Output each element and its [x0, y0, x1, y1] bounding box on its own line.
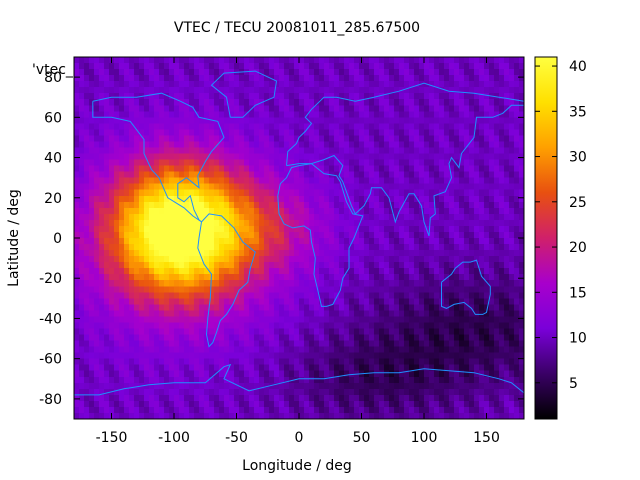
australia-coast — [441, 259, 491, 315]
x-tick-label: 50 — [353, 430, 371, 446]
series-label: 'vtec_ — [32, 62, 74, 78]
coastlines — [74, 70, 525, 396]
colorbar-tick-label: 40 — [569, 59, 587, 75]
colorbar-gradient — [534, 56, 558, 420]
vtec-heatmap — [74, 57, 524, 419]
chart-title: VTEC / TECU 20081011_285.67500 — [174, 20, 420, 36]
colorbar-tick-label: 20 — [569, 240, 587, 256]
x-tick-label: -50 — [225, 430, 248, 446]
colorbar-tick-label: 5 — [569, 376, 578, 392]
heatmap-plot: -150 -100 -50 0 50 100 150 -80 -60 -40 -20 0 20 40 60… — [32, 56, 525, 446]
y-tick-label: 40 — [44, 151, 62, 167]
y-tick-label: -60 — [39, 352, 62, 368]
y-tick-label: 20 — [44, 191, 62, 207]
north-america-coast — [92, 92, 225, 223]
colorbar-tick-label: 10 — [569, 331, 587, 347]
y-tick-label: 60 — [44, 110, 62, 126]
antarctica-coast — [74, 363, 525, 396]
europe-asia-south-coast — [286, 104, 524, 237]
y-tick-label: 0 — [53, 231, 62, 247]
colorbar-tick-label: 15 — [569, 285, 587, 301]
colorbar-tick-label: 25 — [569, 195, 587, 211]
x-axis-ticks: -150 -100 -50 0 50 100 150 — [96, 57, 500, 446]
x-tick-label: 100 — [411, 430, 438, 446]
south-america-coast — [197, 213, 256, 348]
x-tick-label: -100 — [158, 430, 190, 446]
x-tick-label: 150 — [473, 430, 500, 446]
y-tick-label: 80 — [44, 70, 62, 86]
colorbar: 5 10 15 20 25 30 35 40 — [534, 56, 587, 420]
colorbar-tick-label: 30 — [569, 150, 587, 166]
x-axis-label: Longitude / deg — [242, 458, 352, 474]
x-tick-label: 0 — [295, 430, 304, 446]
y-tick-label: -80 — [39, 392, 62, 408]
africa-coast — [277, 163, 364, 307]
colorbar-ticks: 5 10 15 20 25 30 35 40 — [535, 59, 587, 392]
y-axis-ticks: -80 -60 -40 -20 0 20 40 60 80 — [39, 70, 524, 408]
y-tick-label: -40 — [39, 311, 62, 327]
y-tick-label: -20 — [39, 271, 62, 287]
greenland-coast — [210, 70, 278, 118]
x-tick-label: -150 — [96, 430, 128, 446]
eurasia-coast — [286, 82, 525, 166]
y-axis-label: Latitude / deg — [6, 189, 22, 287]
colorbar-tick-label: 35 — [569, 104, 587, 120]
